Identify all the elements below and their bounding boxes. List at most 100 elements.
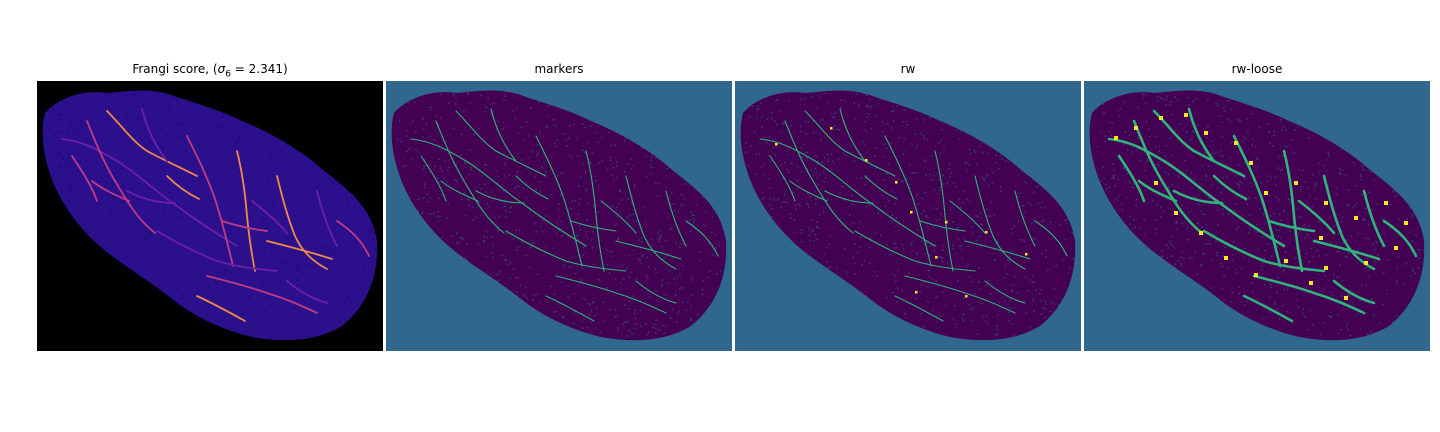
vessel-segment	[824, 190, 874, 204]
vessel-segment	[1117, 154, 1146, 203]
highlight-pixel	[865, 159, 868, 162]
vessel-segment	[769, 155, 796, 202]
vessel-segment	[1034, 220, 1068, 257]
highlight-pixel	[1319, 236, 1323, 240]
vessel-network	[410, 108, 719, 322]
vessel-segment	[61, 138, 238, 247]
highlight-pixel	[1384, 201, 1388, 205]
highlight-pixel	[1154, 181, 1158, 185]
vessel-segment	[884, 135, 932, 267]
vessel-segment	[1172, 189, 1224, 205]
highlight-pixel	[775, 143, 778, 146]
highlight-pixel	[910, 211, 913, 214]
vessel-segment	[535, 135, 583, 267]
vessel-segment	[266, 240, 333, 260]
highlight-pixel	[1394, 246, 1398, 250]
vessel-segment	[1282, 149, 1304, 273]
markers-canvas	[386, 81, 732, 351]
vessel-segment	[625, 175, 677, 270]
vessel-segment	[410, 138, 587, 247]
vessel-segment	[585, 150, 605, 272]
vessel-segment	[166, 175, 200, 200]
vessel-segment	[336, 220, 370, 257]
rw-loose-image	[1084, 81, 1430, 351]
vessel-segment	[1382, 219, 1418, 258]
rw-loose-panel-title: rw-loose	[1231, 62, 1283, 76]
segmented-vessel-highlights	[1114, 113, 1408, 300]
vessel-segment	[1152, 109, 1246, 178]
frangi-score-image	[37, 81, 383, 351]
vessel-segment	[685, 220, 719, 257]
highlight-pixel	[1324, 201, 1328, 205]
highlight-pixel	[985, 231, 988, 234]
highlight-pixel	[1234, 141, 1238, 145]
vessel-segment	[904, 275, 1016, 314]
vessel-segment	[635, 280, 677, 304]
vessel-segment	[490, 108, 517, 162]
vessel-segment	[206, 275, 318, 314]
segmented-vessel-highlights	[775, 127, 1028, 298]
vessel-segment	[864, 175, 898, 200]
highlight-pixel	[1204, 131, 1208, 135]
highlight-pixel	[1294, 181, 1298, 185]
vessel-segment	[126, 190, 176, 204]
vessel-segment	[854, 230, 976, 272]
vessel-segment	[156, 230, 278, 272]
vessel-segment	[316, 190, 338, 247]
vessel-segment	[934, 150, 954, 272]
frangi-title-subscript: 6	[225, 69, 231, 80]
highlight-pixel	[1324, 266, 1328, 270]
highlight-pixel	[1344, 296, 1348, 300]
vessel-segment	[420, 155, 447, 202]
vessel-segment	[894, 295, 944, 322]
vessel-segment	[1187, 107, 1216, 163]
frangi-title-sigma: σ	[217, 62, 226, 76]
vessel-segment	[839, 108, 866, 162]
vessel-segment	[974, 175, 1026, 270]
highlight-pixel	[965, 295, 968, 298]
vessel-segment	[1242, 294, 1294, 323]
highlight-pixel	[1114, 136, 1118, 140]
vessel-segment	[276, 175, 328, 270]
vessel-segment	[86, 120, 156, 234]
vessel-segment	[515, 175, 549, 200]
vessel-segment	[600, 200, 637, 234]
vessel-segment	[1267, 219, 1316, 233]
vessel-network	[1107, 107, 1418, 323]
vessel-segment	[1362, 189, 1386, 248]
vessel-segment	[1232, 134, 1282, 268]
vessel-segment	[505, 230, 627, 272]
highlight-pixel	[1184, 113, 1188, 117]
vessel-segment	[286, 280, 328, 304]
highlight-pixel	[1224, 256, 1228, 260]
vessel-segment	[1137, 179, 1178, 203]
rw-panel-title: rw	[900, 62, 916, 76]
vessel-segment	[440, 180, 479, 202]
vessel-segment	[71, 155, 98, 202]
tissue-region	[1089, 90, 1425, 341]
vessel-segment	[789, 180, 828, 202]
frangi-title-prefix: Frangi score, (	[132, 62, 218, 76]
vessel-segment	[251, 200, 288, 234]
highlight-pixel	[915, 291, 918, 294]
highlight-pixel	[1284, 259, 1288, 263]
highlight-pixel	[1249, 161, 1253, 165]
tissue-region	[391, 90, 727, 341]
vessel-network	[759, 108, 1068, 322]
vessel-segment	[545, 295, 595, 322]
vessel-segment	[1212, 174, 1248, 201]
vessel-segment	[919, 220, 966, 232]
highlight-pixel	[830, 127, 833, 130]
vessel-segment	[1322, 174, 1376, 271]
highlight-pixel	[1134, 126, 1138, 130]
vessel-segment	[106, 110, 198, 177]
vessel-segment	[196, 295, 246, 322]
highlight-pixel	[895, 181, 898, 184]
vessel-segment	[665, 190, 687, 247]
frangi-title-suffix: = 2.341)	[230, 62, 288, 76]
vessel-segment	[784, 120, 854, 234]
vessel-segment	[475, 190, 525, 204]
vessel-segment	[1297, 199, 1336, 235]
vessel-segment	[435, 120, 505, 234]
rw-image	[735, 81, 1081, 351]
